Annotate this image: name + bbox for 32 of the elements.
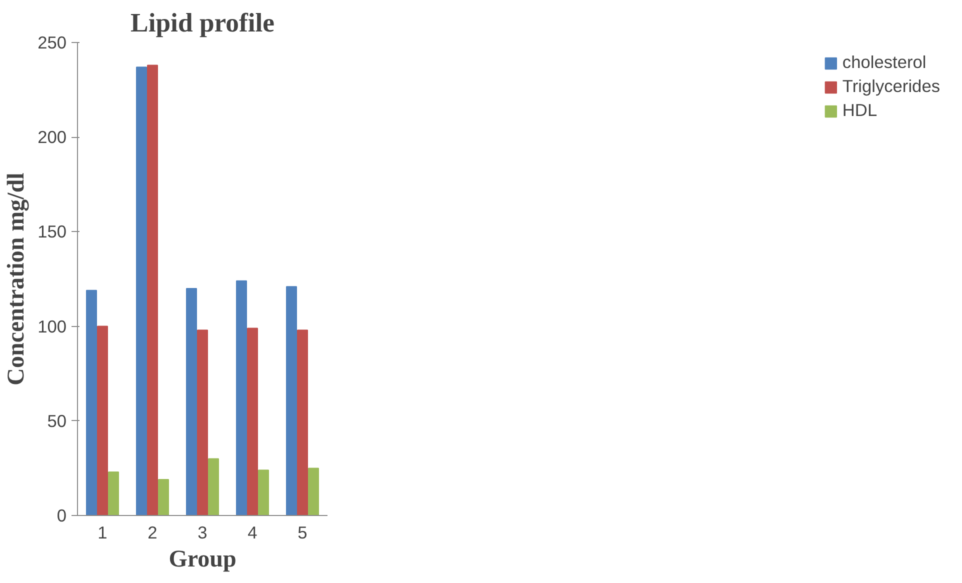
y-tick-label: 150 bbox=[38, 222, 67, 242]
bar bbox=[297, 330, 308, 516]
legend-label: cholesterol bbox=[842, 52, 926, 73]
x-tick-label: 2 bbox=[148, 522, 158, 542]
x-tick-label: 3 bbox=[198, 522, 208, 542]
bar bbox=[108, 471, 119, 516]
y-axis-title: Concentration mg/dl bbox=[4, 172, 30, 386]
x-tick-label: 5 bbox=[298, 522, 308, 542]
legend-label: Triglycerides bbox=[842, 76, 940, 97]
bar bbox=[136, 66, 147, 516]
x-axis-title: Group bbox=[168, 546, 236, 572]
legend-label: HDL bbox=[842, 100, 878, 121]
y-tick-label: 200 bbox=[38, 127, 67, 148]
bar bbox=[158, 479, 169, 516]
bar bbox=[86, 290, 97, 516]
x-tick-label: 4 bbox=[248, 522, 258, 542]
bar bbox=[308, 468, 319, 516]
y-tick-label: 0 bbox=[56, 506, 67, 526]
bar bbox=[286, 286, 297, 516]
chart-title: Lipid profile bbox=[130, 8, 275, 38]
bar bbox=[147, 64, 158, 516]
y-tick-label: 100 bbox=[38, 316, 67, 336]
bar bbox=[97, 326, 108, 516]
bar bbox=[197, 330, 208, 516]
bar bbox=[236, 280, 247, 516]
bar bbox=[208, 458, 219, 516]
bar bbox=[258, 470, 269, 516]
y-tick-label: 50 bbox=[47, 410, 67, 431]
y-tick-label: 250 bbox=[38, 32, 67, 52]
x-tick-label: 1 bbox=[98, 522, 108, 542]
bar bbox=[247, 328, 258, 516]
bar bbox=[186, 288, 197, 516]
